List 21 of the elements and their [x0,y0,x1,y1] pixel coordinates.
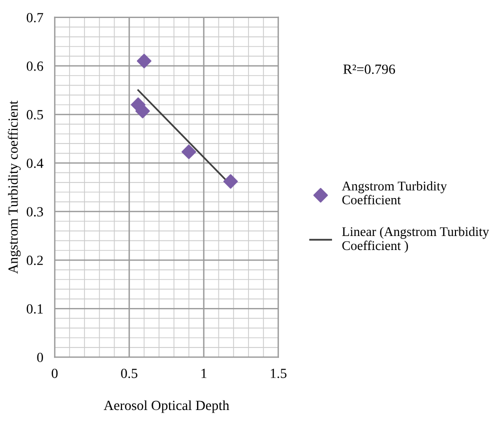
y-tick-label: 0.6 [26,61,44,71]
y-tick-label: 0.2 [26,256,43,266]
x-tick-label: 0.5 [121,368,138,378]
x-axis-title: Aerosol Optical Depth [104,400,230,413]
x-tick-label: 1.5 [270,368,286,378]
point [182,144,196,160]
x-tick-label: 0 [52,368,58,378]
point [136,54,152,68]
y-axis-title: Angstrom Turbidity coefficient [8,100,21,274]
legend-label: Angstrom Turbidity Coefficient [342,181,447,204]
y-tick-label: 0.4 [26,158,44,168]
x-tick-label: 1 [202,368,206,378]
point [223,174,238,189]
y-tick-label: 0.5 [26,110,44,120]
y-tick-label: 0.7 [26,12,44,22]
legend-label: Linear (Angstrom Turbidity Coefficient ) [342,226,490,253]
y-tick-label: 0 [37,352,44,362]
y-tick-label: 0.1 [26,304,43,314]
y-tick-label: 0.3 [26,207,44,217]
text: R²=0.796 [343,64,396,74]
point [135,104,150,118]
